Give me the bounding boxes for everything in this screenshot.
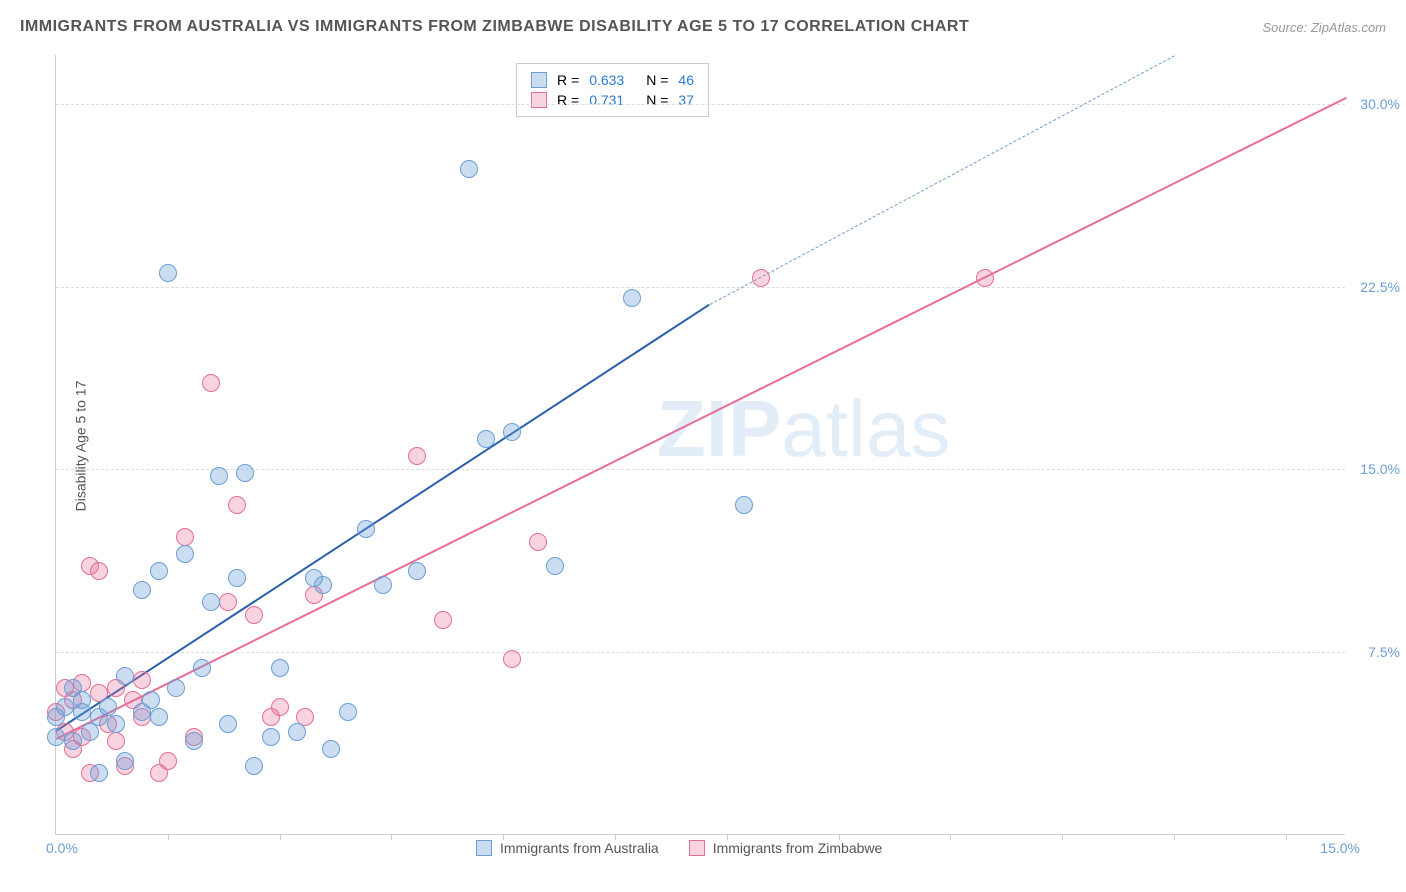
data-point-zimbabwe (529, 533, 547, 551)
data-point-zimbabwe (90, 562, 108, 580)
y-tick-label: 7.5% (1368, 644, 1400, 660)
data-point-australia (374, 576, 392, 594)
y-tick-label: 22.5% (1360, 279, 1400, 295)
data-point-australia (107, 715, 125, 733)
data-point-australia (262, 728, 280, 746)
correlation-legend: R = 0.633 N = 46 R = 0.731 N = 37 (516, 63, 709, 117)
data-point-zimbabwe (219, 593, 237, 611)
data-point-zimbabwe (176, 528, 194, 546)
x-tick (1174, 834, 1175, 840)
title-bar: IMMIGRANTS FROM AUSTRALIA VS IMMIGRANTS … (20, 18, 1386, 36)
swatch-zimbabwe (531, 92, 547, 108)
data-point-zimbabwe (271, 698, 289, 716)
x-tick (280, 834, 281, 840)
data-point-australia (176, 545, 194, 563)
swatch-australia (476, 840, 492, 856)
x-tick (727, 834, 728, 840)
trendline-extrapolated (709, 55, 1174, 304)
data-point-australia (339, 703, 357, 721)
legend-item-australia: Immigrants from Australia (476, 840, 659, 856)
data-point-australia (73, 691, 91, 709)
chart-title: IMMIGRANTS FROM AUSTRALIA VS IMMIGRANTS … (20, 18, 969, 36)
data-point-australia (623, 289, 641, 307)
x-axis-zero-label: 0.0% (46, 840, 78, 856)
swatch-zimbabwe (689, 840, 705, 856)
data-point-australia (202, 593, 220, 611)
data-point-australia (150, 708, 168, 726)
data-point-zimbabwe (408, 447, 426, 465)
data-point-australia (219, 715, 237, 733)
data-point-australia (408, 562, 426, 580)
x-tick (950, 834, 951, 840)
x-tick (168, 834, 169, 840)
data-point-australia (228, 569, 246, 587)
data-point-australia (288, 723, 306, 741)
data-point-australia (56, 698, 74, 716)
data-point-australia (90, 764, 108, 782)
x-tick (1286, 834, 1287, 840)
watermark: ZIPatlas (657, 383, 950, 475)
data-point-australia (245, 757, 263, 775)
data-point-zimbabwe (434, 611, 452, 629)
data-point-australia (64, 732, 82, 750)
data-point-australia (460, 160, 478, 178)
legend-row-australia: R = 0.633 N = 46 (531, 70, 694, 90)
data-point-zimbabwe (159, 752, 177, 770)
x-tick (1062, 834, 1063, 840)
data-point-australia (546, 557, 564, 575)
series-legend: Immigrants from Australia Immigrants fro… (476, 840, 882, 856)
data-point-australia (142, 691, 160, 709)
trendline (55, 304, 710, 732)
data-point-australia (193, 659, 211, 677)
x-axis-max-label: 15.0% (1320, 840, 1360, 856)
data-point-zimbabwe (228, 496, 246, 514)
y-tick-label: 30.0% (1360, 96, 1400, 112)
data-point-zimbabwe (752, 269, 770, 287)
chart-plot-area: ZIPatlas R = 0.633 N = 46 R = 0.731 N = … (55, 55, 1345, 835)
data-point-australia (116, 752, 134, 770)
x-tick (615, 834, 616, 840)
data-point-australia (357, 520, 375, 538)
data-point-zimbabwe (503, 650, 521, 668)
data-point-zimbabwe (245, 606, 263, 624)
gridline (56, 287, 1345, 288)
legend-item-zimbabwe: Immigrants from Zimbabwe (689, 840, 883, 856)
data-point-zimbabwe (202, 374, 220, 392)
gridline (56, 104, 1345, 105)
y-tick-label: 15.0% (1360, 461, 1400, 477)
data-point-zimbabwe (976, 269, 994, 287)
data-point-australia (271, 659, 289, 677)
data-point-australia (116, 667, 134, 685)
data-point-zimbabwe (133, 671, 151, 689)
gridline (56, 652, 1345, 653)
legend-row-zimbabwe: R = 0.731 N = 37 (531, 90, 694, 110)
data-point-zimbabwe (107, 732, 125, 750)
x-tick (503, 834, 504, 840)
data-point-australia (322, 740, 340, 758)
swatch-australia (531, 72, 547, 88)
trendline (56, 97, 1347, 740)
data-point-australia (133, 581, 151, 599)
data-point-australia (503, 423, 521, 441)
x-tick (839, 834, 840, 840)
data-point-australia (210, 467, 228, 485)
data-point-australia (735, 496, 753, 514)
data-point-australia (150, 562, 168, 580)
data-point-australia (159, 264, 177, 282)
data-point-australia (477, 430, 495, 448)
data-point-australia (99, 698, 117, 716)
data-point-australia (185, 732, 203, 750)
data-point-australia (167, 679, 185, 697)
data-point-australia (314, 576, 332, 594)
data-point-australia (47, 728, 65, 746)
source-label: Source: ZipAtlas.com (1262, 20, 1386, 35)
x-tick (391, 834, 392, 840)
data-point-australia (236, 464, 254, 482)
